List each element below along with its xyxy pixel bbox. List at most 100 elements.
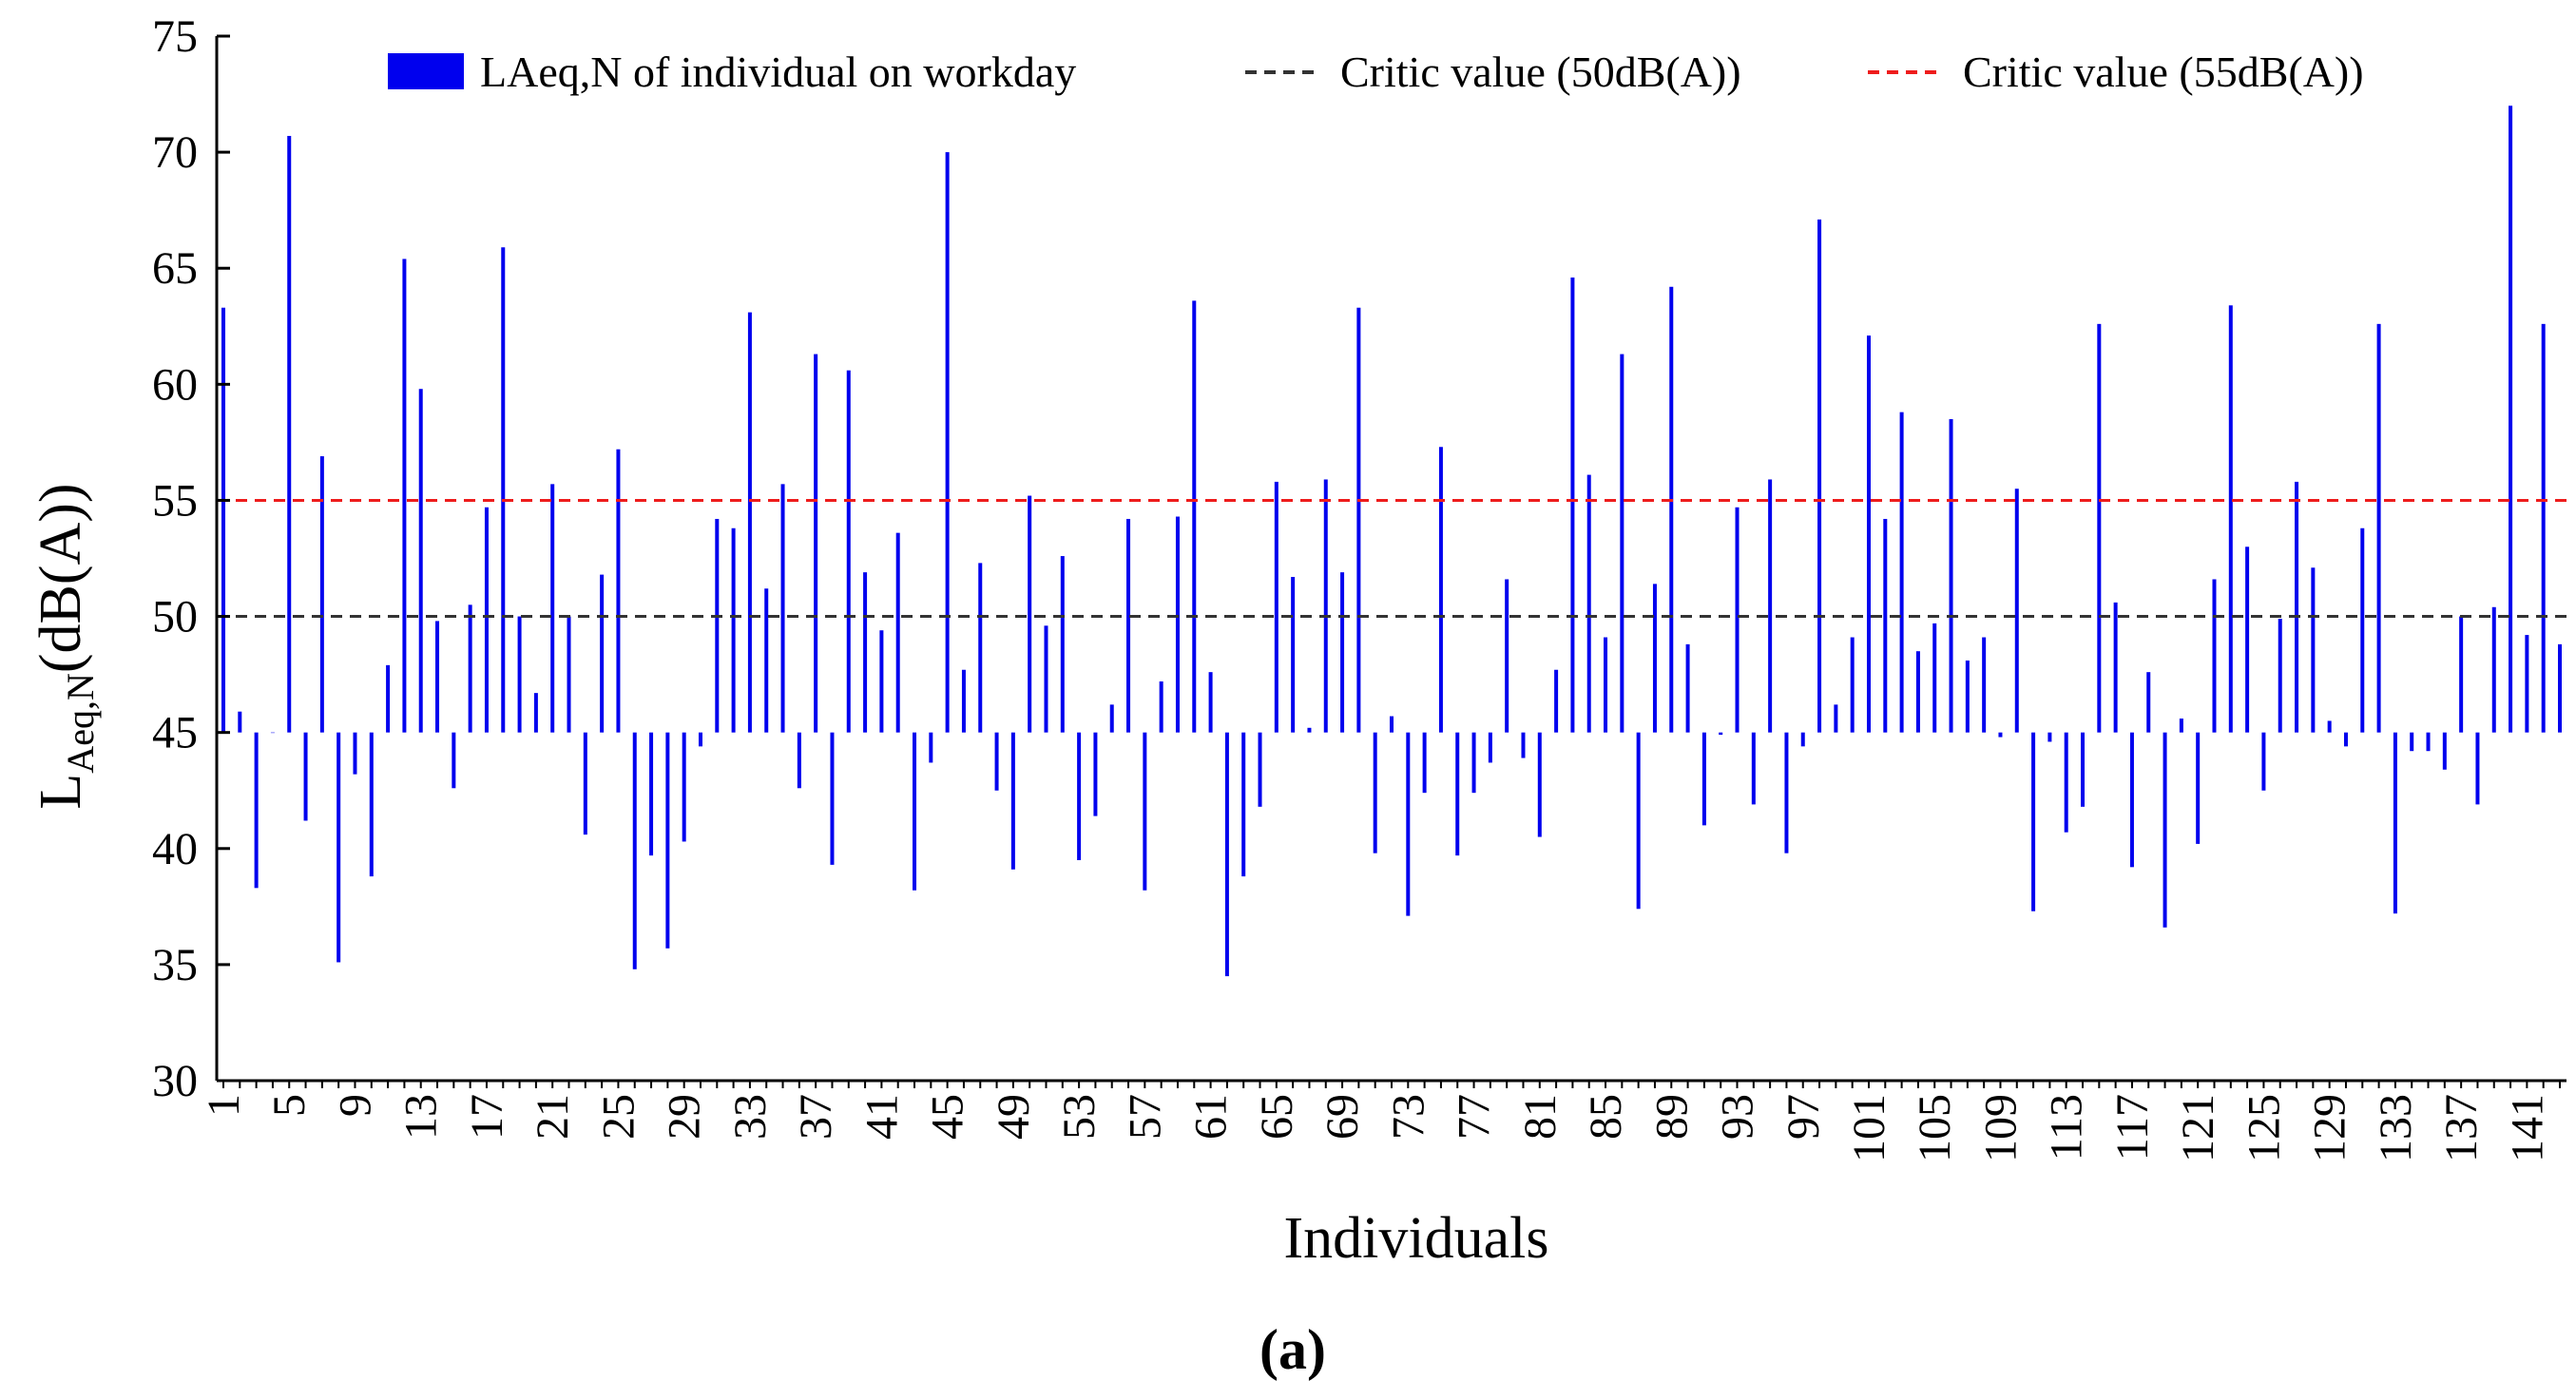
bar [665, 732, 670, 949]
bar [2146, 672, 2151, 733]
bar [1883, 518, 1888, 733]
bar [1340, 572, 1345, 733]
reference-lines [217, 498, 2566, 619]
bar [715, 518, 720, 733]
bar [780, 484, 785, 733]
bar [1175, 516, 1180, 733]
bar [1604, 637, 1608, 733]
bar [1685, 643, 1690, 733]
bar [978, 563, 983, 733]
y-axis-title-sub: Aeq,N [59, 673, 102, 774]
bar [533, 693, 538, 733]
bar [386, 664, 391, 733]
x-tick-label: 53 [1054, 1094, 1105, 1140]
bar [1850, 637, 1855, 733]
x-tick-label: 29 [660, 1094, 710, 1140]
bar [1521, 732, 1526, 758]
bar [1998, 732, 2003, 738]
bar [2393, 732, 2397, 914]
bar [2442, 732, 2447, 770]
x-tick-label: 89 [1646, 1094, 1697, 1140]
bar [747, 312, 752, 733]
x-tick-label: 93 [1713, 1094, 1763, 1140]
bar [2295, 481, 2299, 733]
bar [1373, 732, 1377, 853]
bar [1192, 300, 1197, 733]
x-tick-label: 105 [1910, 1094, 1960, 1162]
x-tick-label: 125 [2239, 1094, 2289, 1162]
axes [215, 34, 2566, 1088]
bar [221, 307, 225, 733]
bar [994, 732, 999, 791]
bar [1586, 474, 1591, 733]
bar [550, 484, 555, 733]
bar [1356, 307, 1361, 733]
bar [731, 527, 736, 733]
bar [1471, 732, 1476, 794]
bar [1291, 577, 1296, 733]
bar [2426, 732, 2431, 752]
bar [1323, 479, 1328, 733]
y-axis-title: LAeq,N(dB(A)) [29, 483, 102, 809]
x-tick-label: 65 [1252, 1094, 1302, 1140]
bar [1488, 732, 1492, 763]
bar [846, 370, 851, 733]
bar [418, 389, 423, 733]
bar [2245, 547, 2250, 733]
y-tick-label: 35 [152, 940, 198, 990]
bar [1899, 412, 1904, 733]
bar [600, 574, 605, 733]
legend-swatch-bars [388, 53, 464, 89]
x-tick-label: 117 [2107, 1094, 2158, 1160]
bar [319, 456, 324, 733]
bar [1010, 732, 1015, 870]
bar [1406, 732, 1411, 916]
bar [632, 732, 637, 969]
bar [895, 532, 900, 733]
x-tick-label: 101 [1844, 1094, 1894, 1162]
x-tick-label: 113 [2042, 1094, 2092, 1160]
x-tick-label: 133 [2371, 1094, 2421, 1162]
bar [2410, 732, 2414, 752]
tick-labels: 30 35 40 45 50 55 60 65 70 75 1 5 9 13 17 21 25 29 33 37 41 4… [152, 11, 2552, 1162]
bar [2179, 719, 2183, 733]
bar [2064, 732, 2068, 833]
y-tick-label: 60 [152, 359, 198, 410]
bar [1060, 556, 1065, 733]
bar [1143, 732, 1147, 891]
bar [484, 507, 489, 733]
bar [1751, 732, 1756, 805]
y-tick-label: 70 [152, 127, 198, 178]
bar [1241, 732, 1246, 877]
bar [336, 732, 341, 963]
x-tick-label: 9 [330, 1094, 380, 1117]
bar [435, 621, 440, 733]
x-tick-label: 141 [2502, 1094, 2552, 1162]
bar [2129, 732, 2134, 868]
x-axis-title: Individuals [1284, 1206, 1549, 1271]
bar [1274, 481, 1278, 733]
x-tick-label: 33 [725, 1094, 776, 1140]
x-tick-label: 49 [989, 1094, 1039, 1140]
y-tick-label: 75 [152, 11, 198, 62]
bar [353, 732, 357, 775]
bar [1915, 651, 1920, 733]
x-tick-label: 85 [1581, 1094, 1631, 1140]
x-tick-label: 81 [1515, 1094, 1566, 1140]
x-tick-label: 61 [1186, 1094, 1237, 1140]
bar [2541, 323, 2546, 733]
bar [270, 732, 275, 734]
bar-series [221, 105, 2562, 977]
y-tick-label: 65 [152, 243, 198, 294]
x-tick-label: 25 [593, 1094, 644, 1140]
bar [863, 572, 868, 733]
bar [1636, 732, 1641, 910]
x-tick-label: 109 [1975, 1094, 2026, 1162]
x-tick-label: 57 [1120, 1094, 1170, 1140]
bar [2491, 606, 2496, 733]
bar [830, 732, 835, 865]
x-tick-label: 73 [1383, 1094, 1433, 1140]
bar [1620, 354, 1624, 733]
bar [468, 604, 472, 733]
